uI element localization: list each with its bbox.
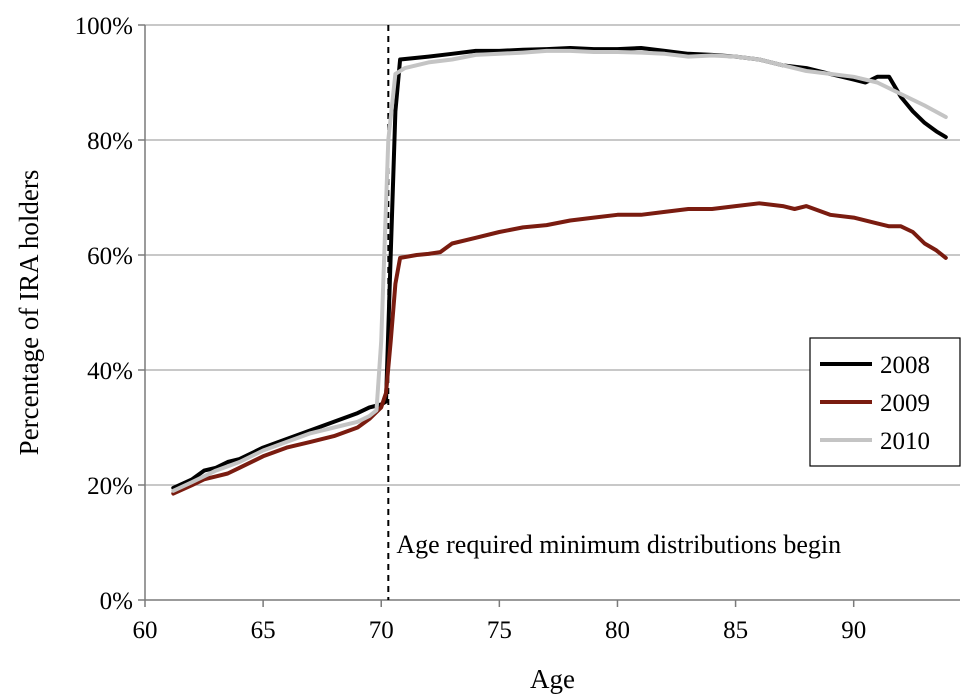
series-lines	[171, 46, 948, 496]
y-tick-label: 20%	[87, 473, 133, 500]
y-tick-label: 100%	[75, 13, 133, 40]
tick-labels: 0% 20% 40% 60% 80% 100% 60 65 70 75 80 85 90	[75, 13, 867, 644]
y-tick-label: 40%	[87, 358, 133, 385]
series-line-2009	[171, 201, 948, 496]
y-tick-label: 0%	[100, 588, 133, 615]
legend: 2008 2009 2010	[809, 337, 961, 467]
legend-label-2009: 2009	[880, 390, 930, 417]
x-tick-label: 60	[133, 617, 158, 644]
y-tick-label: 60%	[87, 243, 133, 270]
series-line-2008	[171, 46, 948, 490]
rmd-annotation: Age required minimum distributions begin	[387, 25, 841, 600]
y-tick-label: 80%	[87, 128, 133, 155]
rmd-annotation-text: Age required minimum distributions begin	[396, 530, 841, 559]
x-tick-label: 90	[841, 617, 866, 644]
y-axis-title: Percentage of IRA holders	[14, 170, 44, 456]
x-tick-label: 85	[723, 617, 748, 644]
x-tick-label: 70	[369, 617, 394, 644]
x-axis-title: Age	[530, 664, 575, 694]
x-tick-label: 75	[487, 617, 512, 644]
x-tick-label: 65	[251, 617, 276, 644]
legend-label-2010: 2010	[880, 428, 930, 455]
series-line-2010	[171, 48, 948, 493]
x-tick-label: 80	[605, 617, 630, 644]
legend-label-2008: 2008	[880, 352, 930, 379]
axes	[138, 24, 960, 607]
